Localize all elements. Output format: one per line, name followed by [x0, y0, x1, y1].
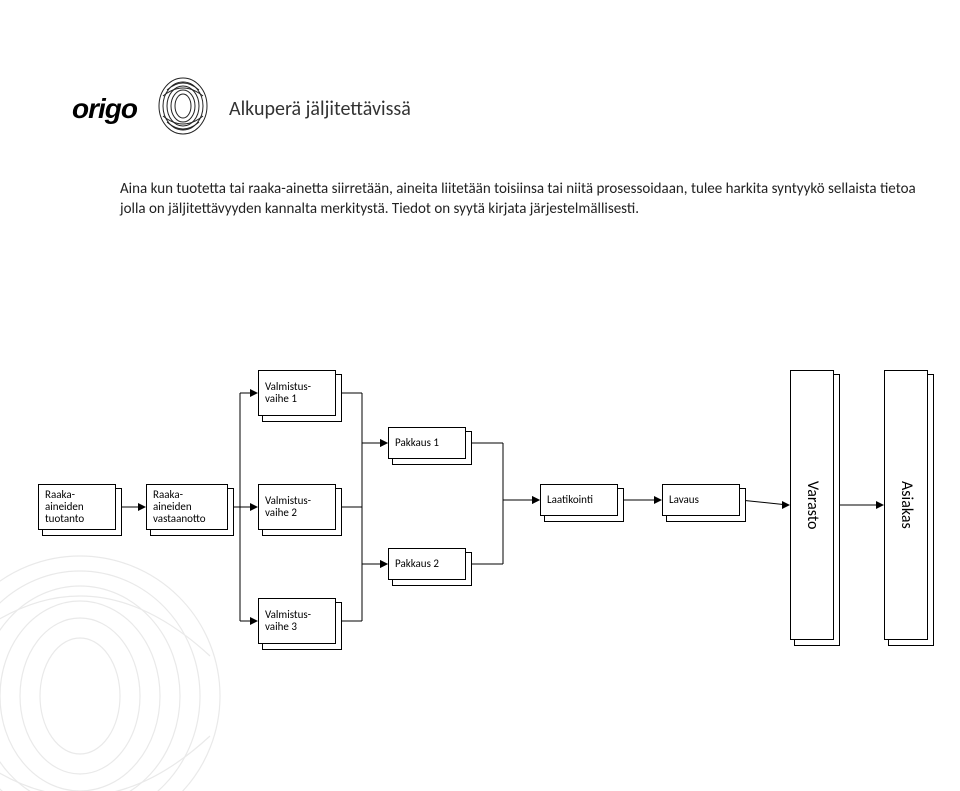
node-n5: Valmistus-vaihe 3: [258, 598, 336, 644]
node-label: Pakkaus 1: [388, 427, 466, 459]
node-label: Asiakas: [884, 370, 928, 640]
node-n10: Varasto: [790, 370, 834, 640]
node-label: Raaka-aineiden tuotanto: [38, 484, 116, 530]
node-n2: Raaka-aineiden vastaanotto: [146, 484, 228, 530]
node-n8: Laatikointi: [540, 484, 618, 516]
node-n7: Pakkaus 2: [388, 548, 466, 580]
node-n6: Pakkaus 1: [388, 427, 466, 459]
node-label: Pakkaus 2: [388, 548, 466, 580]
watermark-fingerprint-icon: [0, 546, 230, 791]
node-label: Valmistus-vaihe 2: [258, 484, 336, 530]
node-n1: Raaka-aineiden tuotanto: [38, 484, 116, 530]
node-n11: Asiakas: [884, 370, 928, 640]
node-label: Valmistus-vaihe 1: [258, 370, 336, 416]
node-label: Valmistus-vaihe 3: [258, 598, 336, 644]
node-n4: Valmistus-vaihe 2: [258, 484, 336, 530]
node-label: Raaka-aineiden vastaanotto: [146, 484, 228, 530]
node-label: Varasto: [790, 370, 834, 640]
node-label: Laatikointi: [540, 484, 618, 516]
node-label: Lavaus: [662, 484, 740, 516]
node-n9: Lavaus: [662, 484, 740, 516]
node-n3: Valmistus-vaihe 1: [258, 370, 336, 416]
